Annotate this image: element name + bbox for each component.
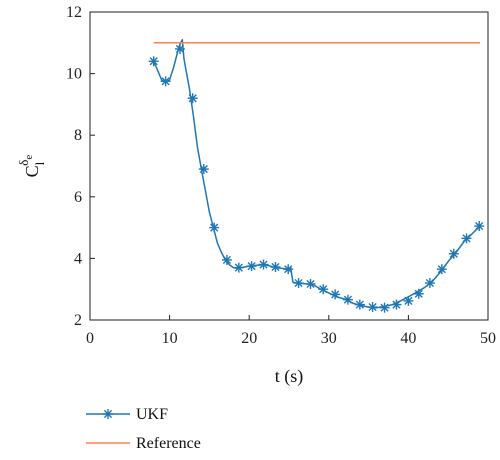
ukf-marker bbox=[391, 299, 402, 310]
series-line-ukf bbox=[153, 38, 481, 309]
ukf-marker bbox=[187, 93, 198, 104]
x-tick-label: 20 bbox=[241, 330, 257, 347]
ukf-marker bbox=[424, 278, 435, 289]
legend-ukf-label: UKF bbox=[136, 406, 168, 423]
ukf-marker bbox=[293, 278, 304, 289]
y-axis-title: Clδe bbox=[16, 155, 47, 178]
ukf-marker bbox=[403, 295, 414, 306]
y-tick-label: 10 bbox=[66, 66, 82, 83]
ukf-marker bbox=[461, 233, 472, 244]
x-ticks: 0 10 20 30 40 50 bbox=[86, 315, 496, 347]
ukf-marker bbox=[305, 278, 316, 289]
x-tick-label: 50 bbox=[480, 330, 496, 347]
ukf-marker bbox=[354, 299, 365, 310]
y-tick-label: 8 bbox=[74, 127, 82, 144]
ukf-marker bbox=[270, 262, 281, 273]
legend-asterisk-icon bbox=[103, 409, 113, 419]
legend-reference-label: Reference bbox=[136, 435, 201, 452]
plot-area: 2 4 6 8 10 12 0 10 20 30 40 50 bbox=[66, 4, 496, 347]
x-tick-label: 0 bbox=[86, 330, 94, 347]
legend-ukf-marker bbox=[103, 409, 113, 419]
x-axis-title: t (s) bbox=[275, 366, 304, 387]
ukf-marker bbox=[413, 288, 424, 299]
svg-text:Clδe: Clδe bbox=[16, 155, 47, 178]
x-tick-label: 30 bbox=[321, 330, 337, 347]
legend: UKF Reference bbox=[86, 406, 201, 452]
y-tick-label: 12 bbox=[66, 4, 82, 21]
x-tick-label: 40 bbox=[400, 330, 416, 347]
series-layer bbox=[148, 38, 485, 313]
ukf-marker bbox=[379, 302, 390, 313]
x-tick-label: 10 bbox=[162, 330, 178, 347]
ukf-marker bbox=[221, 254, 232, 265]
ukf-marker bbox=[330, 289, 341, 300]
y-axis-title-sup-sub: e bbox=[23, 155, 35, 160]
y-ticks: 2 4 6 8 10 12 bbox=[66, 4, 95, 329]
ukf-marker bbox=[198, 164, 209, 175]
ukf-marker bbox=[174, 43, 185, 54]
ukf-marker bbox=[342, 294, 353, 305]
ukf-marker bbox=[209, 222, 220, 233]
ukf-marker bbox=[436, 264, 447, 275]
ukf-marker bbox=[283, 264, 294, 275]
ukf-marker bbox=[233, 262, 244, 273]
y-tick-label: 6 bbox=[74, 189, 82, 206]
y-axis-title-sub: l bbox=[32, 161, 47, 165]
ukf-marker bbox=[246, 261, 257, 272]
y-tick-label: 2 bbox=[74, 312, 82, 329]
ukf-marker bbox=[367, 302, 378, 313]
ukf-marker bbox=[474, 221, 485, 232]
ukf-marker bbox=[258, 259, 269, 270]
ukf-marker bbox=[160, 76, 171, 87]
ukf-marker bbox=[448, 248, 459, 259]
ukf-marker bbox=[148, 56, 159, 67]
y-axis-title-base: C bbox=[22, 165, 42, 177]
axes-frame bbox=[89, 11, 489, 321]
y-tick-label: 4 bbox=[74, 250, 82, 267]
y-axis-title-sup: δ bbox=[16, 160, 31, 166]
ukf-marker bbox=[318, 284, 329, 295]
